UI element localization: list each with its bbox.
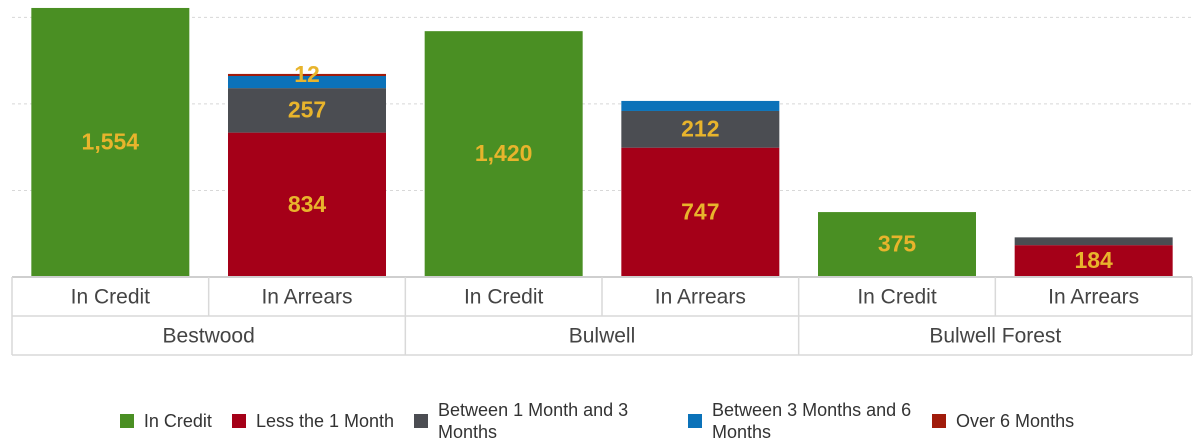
bar-segment bbox=[621, 110, 780, 148]
data-label: 747 bbox=[681, 198, 719, 224]
legend: In Credit Less the 1 Month Between 1 Month… bbox=[0, 396, 1194, 446]
legend-swatch bbox=[414, 414, 429, 428]
legend-swatch bbox=[231, 414, 246, 428]
bar-segment bbox=[1014, 245, 1173, 277]
legend-label: Less the 1 Month bbox=[255, 411, 395, 431]
legend-swatch bbox=[932, 414, 947, 428]
bar-segment bbox=[621, 100, 780, 111]
legend-label: Between 1 Month and 3 Months bbox=[438, 400, 629, 442]
x-tick-label: In Credit bbox=[71, 286, 151, 309]
legend-swatch bbox=[119, 414, 134, 428]
legend-swatch bbox=[688, 414, 703, 428]
data-label: 257 bbox=[288, 96, 326, 122]
x-tick-label: In Arrears bbox=[655, 286, 746, 309]
bar-segment bbox=[228, 76, 386, 89]
chart: 1,554 834 257 12 1,420 747 212 375 184 In Credit I… bbox=[11, 7, 1193, 356]
legend-label: In Credit bbox=[143, 411, 212, 431]
x-tick-label: In Credit bbox=[464, 286, 544, 309]
data-label: 834 bbox=[288, 191, 327, 217]
legend-item: Less the 1 Month bbox=[231, 410, 395, 432]
x-tick-label: In Arrears bbox=[1048, 286, 1139, 309]
bar-segment bbox=[228, 88, 386, 133]
legend-label: Between 3 Months and 6 Months bbox=[712, 400, 912, 442]
data-label: 184 bbox=[1074, 247, 1113, 273]
x-tick-label: In Arrears bbox=[261, 286, 352, 309]
data-label: 1,554 bbox=[82, 129, 140, 155]
bar-segment bbox=[31, 7, 190, 278]
data-label: 1,420 bbox=[475, 140, 533, 166]
bar-segment bbox=[818, 212, 976, 277]
x-tick-label: In Credit bbox=[857, 286, 937, 309]
group-label: Bestwood bbox=[163, 325, 255, 348]
bar-segment bbox=[621, 147, 780, 277]
data-label: 12 bbox=[294, 61, 320, 87]
legend-label: Over 6 Months bbox=[956, 411, 1075, 431]
legend-item: In Credit bbox=[119, 410, 212, 432]
data-label: 212 bbox=[681, 115, 719, 141]
legend-item: Between 3 Months and 6 Months bbox=[688, 399, 912, 443]
group-label: Bulwell bbox=[569, 325, 636, 348]
data-label: 375 bbox=[878, 231, 917, 257]
bar-segment bbox=[228, 132, 386, 277]
legend-item: Over 6 Months bbox=[932, 410, 1074, 432]
legend-item: Between 1 Month and 3 Months bbox=[414, 399, 668, 443]
group-label: Bulwell Forest bbox=[929, 325, 1061, 348]
bar-segment bbox=[424, 31, 583, 277]
bar-segment bbox=[228, 73, 386, 77]
bar-segment bbox=[1014, 237, 1173, 246]
